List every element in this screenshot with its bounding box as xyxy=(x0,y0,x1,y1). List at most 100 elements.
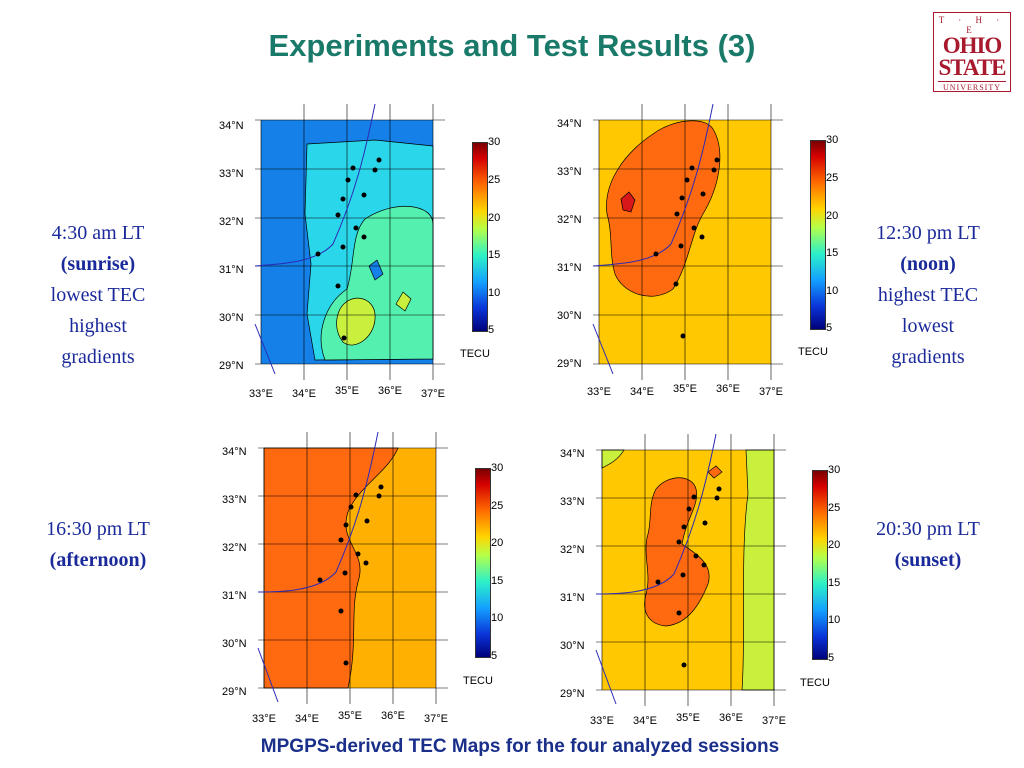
gps-stations xyxy=(317,484,384,666)
colorbar-tick: 25 xyxy=(491,500,504,512)
note-session: (afternoon) xyxy=(49,549,147,571)
slide-title: Experiments and Test Results (3) xyxy=(268,28,756,63)
colorbar xyxy=(472,142,488,332)
lat-label: 34°N xyxy=(219,120,244,132)
lat-label: 34°N xyxy=(557,118,582,130)
lat-label: 33°N xyxy=(557,166,582,178)
note-detail: gradients xyxy=(891,346,965,368)
lat-label: 29°N xyxy=(222,686,247,698)
note-detail: lowest xyxy=(901,315,955,337)
lon-label: 34°E xyxy=(292,388,316,400)
tec-contour xyxy=(336,298,376,346)
note-sunrise: 4:30 am LT (sunrise) lowest TEC highest … xyxy=(33,218,163,373)
note-detail: highest TEC xyxy=(877,284,979,306)
lon-label: 33°E xyxy=(587,386,611,398)
lat-label: 32°N xyxy=(219,216,244,228)
note-session: (sunset) xyxy=(894,549,962,571)
note-detail: gradients xyxy=(61,346,135,368)
colorbar-unit: TECU xyxy=(463,675,493,687)
coastline xyxy=(257,431,379,593)
lon-label: 35°E xyxy=(673,383,697,395)
colorbar-tick: 5 xyxy=(488,324,495,336)
colorbar-tick: 20 xyxy=(826,210,839,222)
colorbar-tick: 10 xyxy=(828,614,841,626)
map-grid xyxy=(593,104,783,380)
lon-label: 33°E xyxy=(252,713,276,725)
coastline xyxy=(254,103,376,267)
lon-label: 35°E xyxy=(676,712,700,724)
note-noon: 12:30 pm LT (noon) highest TEC lowest gr… xyxy=(863,218,993,373)
coastline xyxy=(592,103,714,267)
lon-label: 37°E xyxy=(759,386,783,398)
note-time: 4:30 am LT xyxy=(51,222,145,244)
colorbar xyxy=(475,468,491,658)
tec-contour xyxy=(368,259,384,281)
lon-label: 34°E xyxy=(633,715,657,727)
map-grid xyxy=(258,432,448,704)
colorbar-unit: TECU xyxy=(798,346,828,358)
colorbar-tick: 10 xyxy=(826,285,839,297)
colorbar-tick: 30 xyxy=(828,464,841,476)
tec-map-sunrise xyxy=(254,103,455,414)
lat-label: 29°N xyxy=(219,360,244,372)
lat-label: 30°N xyxy=(557,310,582,322)
lon-label: 35°E xyxy=(335,385,359,397)
colorbar-unit: TECU xyxy=(800,677,830,689)
colorbar-tick: 5 xyxy=(828,652,835,664)
tec-contour xyxy=(395,291,412,312)
lat-label: 31°N xyxy=(557,262,582,274)
colorbar-tick: 25 xyxy=(488,174,501,186)
colorbar-tick: 20 xyxy=(828,539,841,551)
colorbar-tick: 30 xyxy=(491,462,504,474)
lon-label: 33°E xyxy=(249,388,273,400)
colorbar-tick: 15 xyxy=(488,249,501,261)
lon-label: 37°E xyxy=(424,713,448,725)
note-time: 12:30 pm LT xyxy=(876,222,980,244)
ohio-state-logo: T · H · E OHIO STATE UNIVERSITY xyxy=(933,12,1011,92)
colorbar xyxy=(810,140,826,330)
tec-map-afternoon xyxy=(257,431,458,742)
gps-stations xyxy=(653,157,720,339)
note-sunset: 20:30 pm LT (sunset) xyxy=(863,514,993,576)
lat-label: 34°N xyxy=(560,448,585,460)
tec-contour xyxy=(620,191,636,213)
colorbar xyxy=(812,470,828,660)
lon-label: 36°E xyxy=(719,712,743,724)
note-afternoon: 16:30 pm LT (afternoon) xyxy=(33,514,163,576)
colorbar-tick: 15 xyxy=(826,247,839,259)
coastline xyxy=(592,323,614,375)
tec-map-noon xyxy=(592,103,793,414)
lat-label: 29°N xyxy=(560,688,585,700)
note-time: 16:30 pm LT xyxy=(46,518,150,540)
logo-the: T · H · E xyxy=(938,15,1006,35)
coastline xyxy=(595,433,717,595)
colorbar-tick: 10 xyxy=(488,287,501,299)
colorbar-tick: 10 xyxy=(491,612,504,624)
tec-map-sunset xyxy=(595,433,796,744)
note-detail: highest xyxy=(69,315,127,337)
lon-label: 34°E xyxy=(295,713,319,725)
colorbar-tick: 20 xyxy=(491,537,504,549)
lat-label: 31°N xyxy=(222,590,247,602)
lat-label: 33°N xyxy=(560,496,585,508)
gps-stations xyxy=(655,486,722,668)
colorbar-unit: TECU xyxy=(460,348,490,360)
lat-label: 30°N xyxy=(219,312,244,324)
tec-contour xyxy=(644,477,710,627)
lat-label: 32°N xyxy=(222,542,247,554)
note-time: 20:30 pm LT xyxy=(876,518,980,540)
lon-label: 37°E xyxy=(762,715,786,727)
map-grid xyxy=(255,104,445,380)
coastline xyxy=(257,647,279,703)
lat-label: 32°N xyxy=(560,544,585,556)
lon-label: 33°E xyxy=(590,715,614,727)
note-session: (noon) xyxy=(900,253,956,275)
colorbar-tick: 25 xyxy=(828,502,841,514)
tec-map-sunrise-canvas xyxy=(254,103,445,380)
colorbar-tick: 5 xyxy=(491,650,498,662)
lat-label: 31°N xyxy=(219,264,244,276)
lat-label: 29°N xyxy=(557,358,582,370)
tec-contour xyxy=(606,120,721,297)
lat-label: 33°N xyxy=(222,494,247,506)
lon-label: 34°E xyxy=(630,386,654,398)
